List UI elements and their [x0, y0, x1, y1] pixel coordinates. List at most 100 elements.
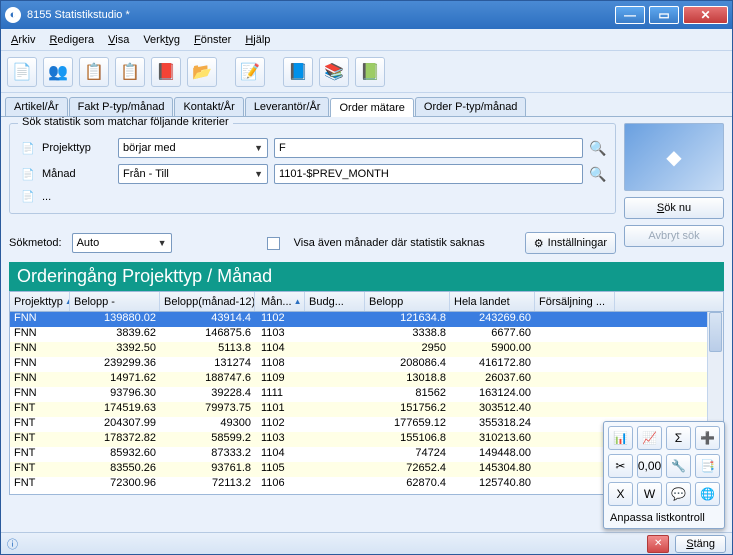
- toolbar-btn-1[interactable]: 👥: [43, 57, 73, 87]
- tab-5[interactable]: Order P-typ/månad: [415, 97, 527, 116]
- cell: 178372.82: [70, 432, 160, 447]
- popup-btn-2-2[interactable]: 💬: [666, 482, 691, 506]
- cell: 6677.60: [450, 327, 535, 342]
- cell: 1106: [255, 477, 305, 492]
- cell: 5113.8: [160, 342, 255, 357]
- table-row[interactable]: FNN3392.505113.8110429505900.00: [10, 342, 723, 357]
- settings-button[interactable]: ⚙ Inställningar: [525, 232, 616, 254]
- criteria-op-value: börjar med: [123, 142, 176, 154]
- close-button[interactable]: ✕: [683, 6, 728, 24]
- scrollbar-thumb[interactable]: [709, 312, 722, 352]
- sok-nu-button[interactable]: Sök nu: [624, 197, 724, 219]
- cell: [305, 387, 365, 402]
- chevron-down-icon: ▼: [254, 169, 263, 179]
- table-row[interactable]: FNN3839.62146875.611033338.86677.60: [10, 327, 723, 342]
- cell: 85932.60: [70, 447, 160, 462]
- maximize-button[interactable]: ▭: [649, 6, 679, 24]
- toolbar-btn-11[interactable]: 📗: [355, 57, 385, 87]
- popup-btn-1-1[interactable]: 0,00: [637, 454, 662, 478]
- toolbar-btn-7[interactable]: 📝: [235, 57, 265, 87]
- cell: 72300.96: [70, 477, 160, 492]
- toolbar-btn-9[interactable]: 📘: [283, 57, 313, 87]
- tab-0[interactable]: Artikel/År: [5, 97, 68, 116]
- minimize-button[interactable]: —: [615, 6, 645, 24]
- cell: 310213.60: [450, 432, 535, 447]
- popup-btn-2-3[interactable]: 🌐: [695, 482, 720, 506]
- col-header-2[interactable]: Belopp(månad-12): [160, 292, 255, 311]
- cell: [535, 402, 615, 417]
- col-header-1[interactable]: Belopp -: [70, 292, 160, 311]
- toolbar-btn-4[interactable]: 📕: [151, 57, 181, 87]
- criteria-icon: 📄: [20, 168, 36, 181]
- tab-1[interactable]: Fakt P-typ/månad: [69, 97, 174, 116]
- show-months-checkbox[interactable]: [267, 237, 280, 250]
- col-header-5[interactable]: Belopp: [365, 292, 450, 311]
- tab-2[interactable]: Kontakt/År: [174, 97, 243, 116]
- table-row[interactable]: FNT174519.6379973.751101151756.2303512.4…: [10, 402, 723, 417]
- criteria-icon: 📄: [20, 190, 36, 203]
- magnify-icon[interactable]: 🔍: [589, 140, 605, 157]
- popup-btn-1-2[interactable]: 🔧: [666, 454, 691, 478]
- magnify-icon[interactable]: 🔍: [589, 166, 605, 183]
- popup-btn-0-3[interactable]: ➕: [695, 426, 720, 450]
- cell: 39228.4: [160, 387, 255, 402]
- col-header-4[interactable]: Budg...: [305, 292, 365, 311]
- stang-button[interactable]: Stäng: [675, 535, 726, 553]
- table-row[interactable]: FNN93796.3039228.4111181562163124.00: [10, 387, 723, 402]
- criteria-op-combo[interactable]: börjar med▼: [118, 138, 268, 158]
- cell: 1103: [255, 432, 305, 447]
- menu-fonster[interactable]: Fönster: [190, 32, 235, 48]
- menu-arkiv[interactable]: Arkiv: [7, 32, 39, 48]
- menu-hjalp[interactable]: Hjälp: [241, 32, 274, 48]
- col-header-6[interactable]: Hela landet: [450, 292, 535, 311]
- cell: FNT: [10, 402, 70, 417]
- cell: [535, 387, 615, 402]
- cell: FNT: [10, 477, 70, 492]
- tab-4[interactable]: Order mätare: [330, 98, 413, 117]
- criteria-value-input[interactable]: F: [274, 138, 583, 158]
- popup-btn-0-2[interactable]: Σ: [666, 426, 691, 450]
- toolbar-btn-5[interactable]: 📂: [187, 57, 217, 87]
- info-icon: ⓘ: [7, 536, 18, 552]
- toolbar-btn-2[interactable]: 📋: [79, 57, 109, 87]
- popup-btn-0-0[interactable]: 📊: [608, 426, 633, 450]
- cell: FNN: [10, 372, 70, 387]
- menu-visa[interactable]: Visa: [104, 32, 133, 48]
- popup-btn-1-0[interactable]: ✂: [608, 454, 633, 478]
- table-row[interactable]: FNN139880.0243914.41102121634.8243269.60: [10, 312, 723, 327]
- criteria-op-value: Från - Till: [123, 168, 169, 180]
- table-row[interactable]: FNN239299.361312741108208086.4416172.80: [10, 357, 723, 372]
- sokmetod-combo[interactable]: Auto ▼: [72, 233, 172, 253]
- criteria-row-1: 📄MånadFrån - Till▼1101-$PREV_MONTH🔍: [20, 164, 605, 184]
- criteria-op-combo[interactable]: Från - Till ▼: [118, 164, 268, 184]
- cell: 243269.60: [450, 312, 535, 327]
- popup-btn-2-0[interactable]: X: [608, 482, 633, 506]
- cell: 149448.00: [450, 447, 535, 462]
- cell: 62870.4: [365, 477, 450, 492]
- cell: 43914.4: [160, 312, 255, 327]
- tab-3[interactable]: Leverantör/År: [245, 97, 330, 116]
- cell: 1102: [255, 417, 305, 432]
- gear-icon: ⚙: [534, 237, 544, 250]
- popup-btn-2-1[interactable]: W: [637, 482, 662, 506]
- cell: 93796.30: [70, 387, 160, 402]
- menu-redigera[interactable]: Redigera: [45, 32, 98, 48]
- cell: 72652.4: [365, 462, 450, 477]
- cell: 83550.26: [70, 462, 160, 477]
- popup-btn-0-1[interactable]: 📈: [637, 426, 662, 450]
- criteria-value-input[interactable]: 1101-$PREV_MONTH: [274, 164, 583, 184]
- avbryt-button[interactable]: Avbryt sök: [624, 225, 724, 247]
- col-header-0[interactable]: Projekttyp▲: [10, 292, 70, 311]
- col-header-7[interactable]: Försäljning ...: [535, 292, 615, 311]
- status-close-icon[interactable]: ✕: [647, 535, 669, 553]
- col-header-3[interactable]: Mån...▲: [255, 292, 305, 311]
- criteria-label: ...: [42, 191, 112, 203]
- table-row[interactable]: FNN14971.62188747.6110913018.826037.60: [10, 372, 723, 387]
- toolbar-btn-10[interactable]: 📚: [319, 57, 349, 87]
- toolbar-btn-3[interactable]: 📋: [115, 57, 145, 87]
- popup-btn-1-3[interactable]: 📑: [695, 454, 720, 478]
- menu-verktyg[interactable]: Verktyg: [139, 32, 184, 48]
- toolbar-btn-0[interactable]: 📄: [7, 57, 37, 87]
- cell: [305, 462, 365, 477]
- cell: 416172.80: [450, 357, 535, 372]
